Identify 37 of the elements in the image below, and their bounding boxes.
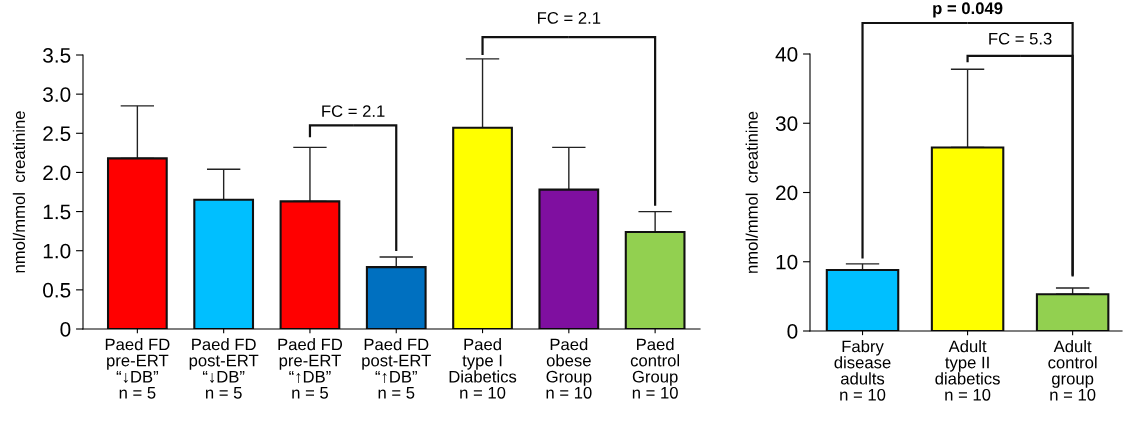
y-tick-label: 3.5 [43,48,71,63]
bar [106,157,168,329]
bar [365,266,427,329]
y-tick-label: 40 [775,47,798,62]
text: FC = 5.3 [989,32,1052,45]
bar [1035,293,1110,331]
y-tick-label: 0.5 [43,282,71,298]
x-tick-label: Fabry disease adults n = 10 [834,340,891,401]
y-tick-label: 30 [775,116,798,131]
x-tick-label: Adult control group n = 10 [1048,340,1097,401]
y-tick-label: 2.5 [43,126,71,142]
y-tick-label: 1.5 [43,204,71,220]
y-tick-label: 3.0 [43,87,71,102]
x-tick-label: Paed control Group n = 10 [630,338,680,399]
y-tick-label: 20 [776,185,798,201]
x-tick-label: Paed type I Diabetics n = 10 [449,338,517,399]
x-tick-label: Paed FD post-ERT “↑DB” n = 5 [362,338,431,399]
bar [452,126,513,329]
x-tick-label: Paed FD pre-ERT “↓DB” n = 5 [105,338,170,399]
text: FC = 2.1 [538,12,601,24]
y-axis-title: nmol/mmol creatinine [12,111,26,273]
annotation: FC = 2.1 [322,105,385,118]
y-tick-label: 10 [776,254,798,270]
bar [624,230,686,329]
y-tick-label: 0 [60,322,71,337]
bar [193,198,255,329]
x-tick-label: Adult type II diabetics n = 10 [935,340,1000,401]
y-axis-title: nmol/mmol creatinine [745,111,758,273]
x-tick-label: Paed obese Group n = 10 [546,338,592,399]
bar [825,269,900,331]
text: p = 0.049 [933,2,1003,18]
bar [279,200,341,329]
x-tick-label: Paed FD post-ERT “↓DB” n = 5 [189,338,259,399]
x-tick-label: Paed FD pre-ERT “↑DB” n = 5 [278,338,343,399]
y-tick-label: 0 [787,324,798,339]
y-tick-label: 1.0 [43,243,71,259]
y-tick-label: 2.0 [43,165,71,181]
